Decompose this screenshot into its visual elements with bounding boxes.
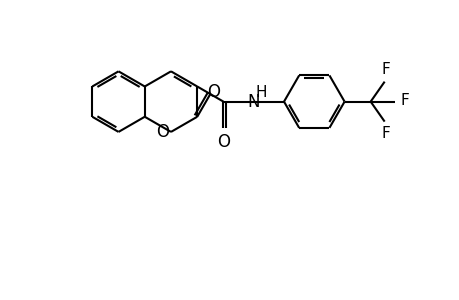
Text: F: F <box>381 126 390 141</box>
Text: H: H <box>255 85 267 100</box>
Text: O: O <box>156 123 169 141</box>
Text: N: N <box>247 93 259 111</box>
Text: F: F <box>381 62 390 77</box>
Text: F: F <box>400 93 409 108</box>
Text: O: O <box>206 83 219 101</box>
Text: O: O <box>217 133 230 151</box>
